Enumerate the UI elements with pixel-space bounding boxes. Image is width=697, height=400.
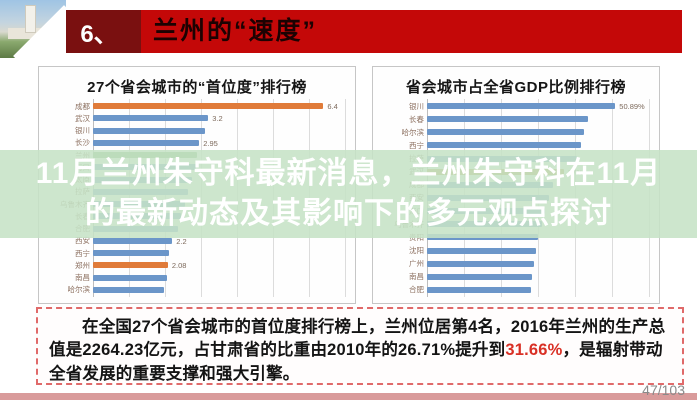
category-label: 武汉 <box>75 113 90 123</box>
bar <box>427 142 581 149</box>
bar-track: 6.4 <box>93 102 345 111</box>
bar-row: 哈尔滨 <box>45 285 345 295</box>
bar-row: 银川 50.89% <box>379 101 649 112</box>
value-label: 2.2 <box>176 236 187 246</box>
bar-row: 长春 <box>379 114 649 124</box>
section-number: 6、 <box>57 10 141 53</box>
bar-row: 郑州 2.08 <box>45 260 345 271</box>
bar-track <box>427 273 649 280</box>
bar <box>93 250 170 257</box>
value-label: 2.95 <box>203 138 218 148</box>
bar <box>427 103 616 109</box>
bar <box>427 247 537 254</box>
summary-text: 在全国27个省会城市的首位度排行榜上，兰州位居第4名，2016年兰州的生产总值是… <box>49 316 671 386</box>
category-label: 郑州 <box>75 260 90 270</box>
slide-title: 兰州的“速度” <box>141 10 682 53</box>
bar-row: 哈尔滨 <box>379 127 649 137</box>
page-number: 47/103 <box>642 382 685 398</box>
bar-track <box>427 260 649 267</box>
category-label: 哈尔滨 <box>401 127 425 137</box>
header-banner: 6、 兰州的“速度” <box>57 10 682 53</box>
bar-row: 西宁 <box>379 140 649 150</box>
bar <box>93 274 167 281</box>
category-label: 西安 <box>75 236 90 246</box>
bar-row: 南昌 <box>45 273 345 283</box>
bar <box>93 127 205 134</box>
bar-row: 沈阳 <box>379 246 649 256</box>
overlay-text-line1: 11月兰州朱守科最新消息，兰州朱守科在11月 <box>35 157 662 190</box>
bar-row: 武汉 3.2 <box>45 113 345 124</box>
bar <box>427 286 531 293</box>
category-label: 南昌 <box>409 272 424 282</box>
bar <box>93 262 168 269</box>
bar-track <box>427 286 649 293</box>
value-label: 3.2 <box>212 114 223 124</box>
summary-text-after: ，是辐射带动全省发展的重要支撑和强大引擎。 <box>49 341 663 383</box>
photo-building-base <box>8 28 52 39</box>
category-label: 西宁 <box>409 140 424 150</box>
bar-track: 50.89% <box>427 102 649 111</box>
overlay-text-line2: 的最新动态及其影响下的多元观点探讨 <box>85 197 612 230</box>
category-label: 长春 <box>409 114 424 124</box>
bar-track <box>93 127 345 134</box>
bar-track: 2.2 <box>93 236 345 246</box>
bar-track <box>93 274 345 281</box>
category-label: 合肥 <box>409 285 424 295</box>
bar-track <box>427 247 649 254</box>
summary-highlight-value: 31.66% <box>505 341 563 360</box>
value-label: 6.4 <box>327 102 338 111</box>
bottom-edge-strip <box>0 393 697 400</box>
bar <box>427 273 533 280</box>
chart-title: 省会城市占全省GDP比例排行榜 <box>405 79 626 96</box>
category-label: 哈尔滨 <box>67 285 91 295</box>
bar-track: 3.2 <box>93 114 345 124</box>
bar-row: 广州 <box>379 259 649 269</box>
bar <box>427 129 585 136</box>
bar-row: 南昌 <box>379 272 649 282</box>
bar-track <box>93 286 345 293</box>
bar-row: 西宁 <box>45 248 345 258</box>
summary-note-box: 在全国27个省会城市的首位度排行榜上，兰州位居第4名，2016年兰州的生产总值是… <box>36 307 684 385</box>
bar <box>93 139 200 146</box>
bar-track <box>427 116 649 123</box>
category-label: 成都 <box>75 101 90 111</box>
bar <box>93 286 165 293</box>
bar <box>93 103 324 109</box>
summary-text-before: 在全国27个省会城市的首位度排行榜上，兰州位居第4名，2016年兰州的生产总值是… <box>49 318 666 360</box>
category-label: 长沙 <box>75 138 90 148</box>
bar-row: 长沙 2.95 <box>45 138 345 148</box>
category-label: 银川 <box>75 126 90 136</box>
bar <box>427 260 535 267</box>
category-label: 银川 <box>409 101 424 111</box>
category-label: 南昌 <box>75 273 90 283</box>
bar-row: 银川 <box>45 126 345 136</box>
value-label: 50.89% <box>619 102 645 111</box>
bar-row: 西安 2.2 <box>45 236 345 246</box>
bar-track <box>427 129 649 136</box>
bar-track <box>427 142 649 149</box>
value-label: 2.08 <box>171 261 187 271</box>
bar-row: 成都 6.4 <box>45 101 345 112</box>
bar <box>427 116 588 123</box>
bar-row: 合肥 <box>379 285 649 295</box>
bar-track <box>93 250 345 257</box>
bar-track: 2.95 <box>93 138 345 148</box>
bar <box>93 115 209 122</box>
watermark-overlay-band: 11月兰州朱守科最新消息，兰州朱守科在11月 的最新动态及其影响下的多元观点探讨 <box>0 150 697 238</box>
category-label: 西宁 <box>75 248 90 258</box>
category-label: 沈阳 <box>409 246 424 256</box>
bar-track: 2.08 <box>93 261 345 271</box>
bar <box>93 237 173 244</box>
chart-title: 27个省会城市的“首位度”排行榜 <box>87 79 307 96</box>
photo-building-tower <box>26 6 35 32</box>
corner-photo-collage <box>0 0 66 58</box>
category-label: 广州 <box>409 259 424 269</box>
